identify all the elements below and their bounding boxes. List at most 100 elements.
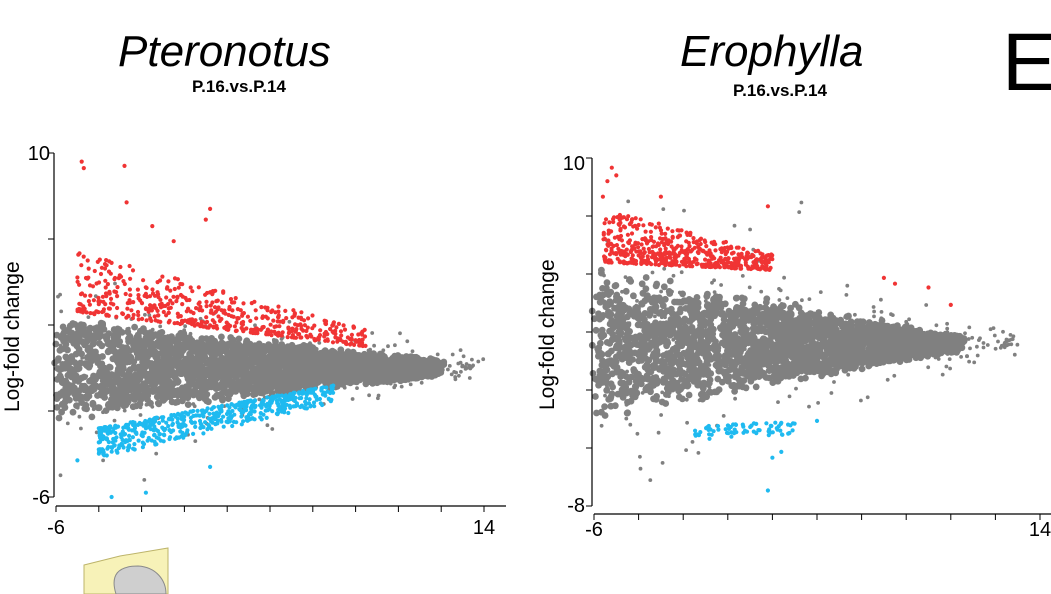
data-point [188,331,193,336]
data-point [227,419,232,424]
data-point [350,354,358,362]
data-point [155,415,160,420]
data-point [101,394,108,401]
data-point [287,367,292,372]
data-point [110,326,118,333]
data-point [253,308,258,313]
data-point [341,352,346,356]
data-point [68,385,76,392]
data-point [349,341,354,346]
data-point [125,338,133,345]
data-point [290,333,295,338]
data-point [160,351,165,356]
data-point [223,346,228,351]
data-point [113,430,118,436]
data-point [195,413,200,418]
data-point [140,343,148,351]
data-point [227,304,232,310]
data-point [412,353,420,361]
data-point [369,362,374,367]
data-point [409,365,414,370]
data-point [179,318,185,323]
data-point [107,424,112,429]
data-point [175,320,180,326]
data-point [271,318,276,323]
data-point [58,292,62,297]
data-point [303,399,308,404]
data-point [130,341,137,349]
data-point [367,393,371,398]
data-point [113,357,121,365]
data-point [77,414,82,419]
data-point [241,329,246,334]
data-point [154,442,159,447]
data-point [58,408,65,416]
data-point [157,374,162,379]
data-point [413,367,418,372]
data-point [143,285,148,290]
data-point [93,373,98,378]
data-point [247,342,254,350]
data-point [306,316,311,321]
data-point [112,338,120,345]
data-point [121,279,126,284]
data-point [205,379,209,384]
data-point [143,387,151,395]
data-point [254,316,259,321]
data-point [122,408,127,413]
data-point [330,363,338,370]
data-point [219,408,224,413]
data-point [188,354,196,362]
data-point [294,401,299,406]
data-point [352,370,357,374]
data-point [291,345,296,350]
data-point [273,310,278,315]
data-point [208,303,213,308]
data-point [180,354,185,359]
data-point [450,352,455,357]
data-point [74,396,79,401]
data-point [105,282,110,287]
data-point [156,329,164,337]
data-point [239,321,244,326]
data-point [76,392,81,397]
data-point [221,290,226,295]
data-point [106,363,113,371]
data-point [209,377,217,385]
data-point [260,397,266,403]
data-point [160,391,165,396]
data-point [204,373,208,377]
data-point [268,322,273,327]
data-point [362,327,367,332]
data-point [68,366,75,374]
data-point [391,372,399,380]
data-point [132,379,140,387]
data-point [176,368,180,373]
data-point [136,317,141,322]
data-point [296,344,301,349]
data-point [122,432,128,437]
data-point [405,339,410,344]
data-point [457,373,461,378]
data-point [187,297,192,303]
data-point [310,313,315,318]
data-point [180,302,185,307]
data-point [115,285,120,290]
data-point [81,166,86,171]
data-point [69,339,74,344]
data-point [178,292,183,298]
data-point [197,381,202,386]
data-point [111,426,116,431]
data-point [169,429,174,435]
data-point [286,345,293,353]
data-point [61,378,66,383]
data-point [338,329,344,334]
data-point [271,377,279,385]
data-point [270,427,275,431]
data-point [314,397,319,402]
data-point [446,367,450,372]
data-point [142,375,147,379]
data-point [78,302,83,307]
data-point [186,381,194,389]
data-point [285,335,290,340]
